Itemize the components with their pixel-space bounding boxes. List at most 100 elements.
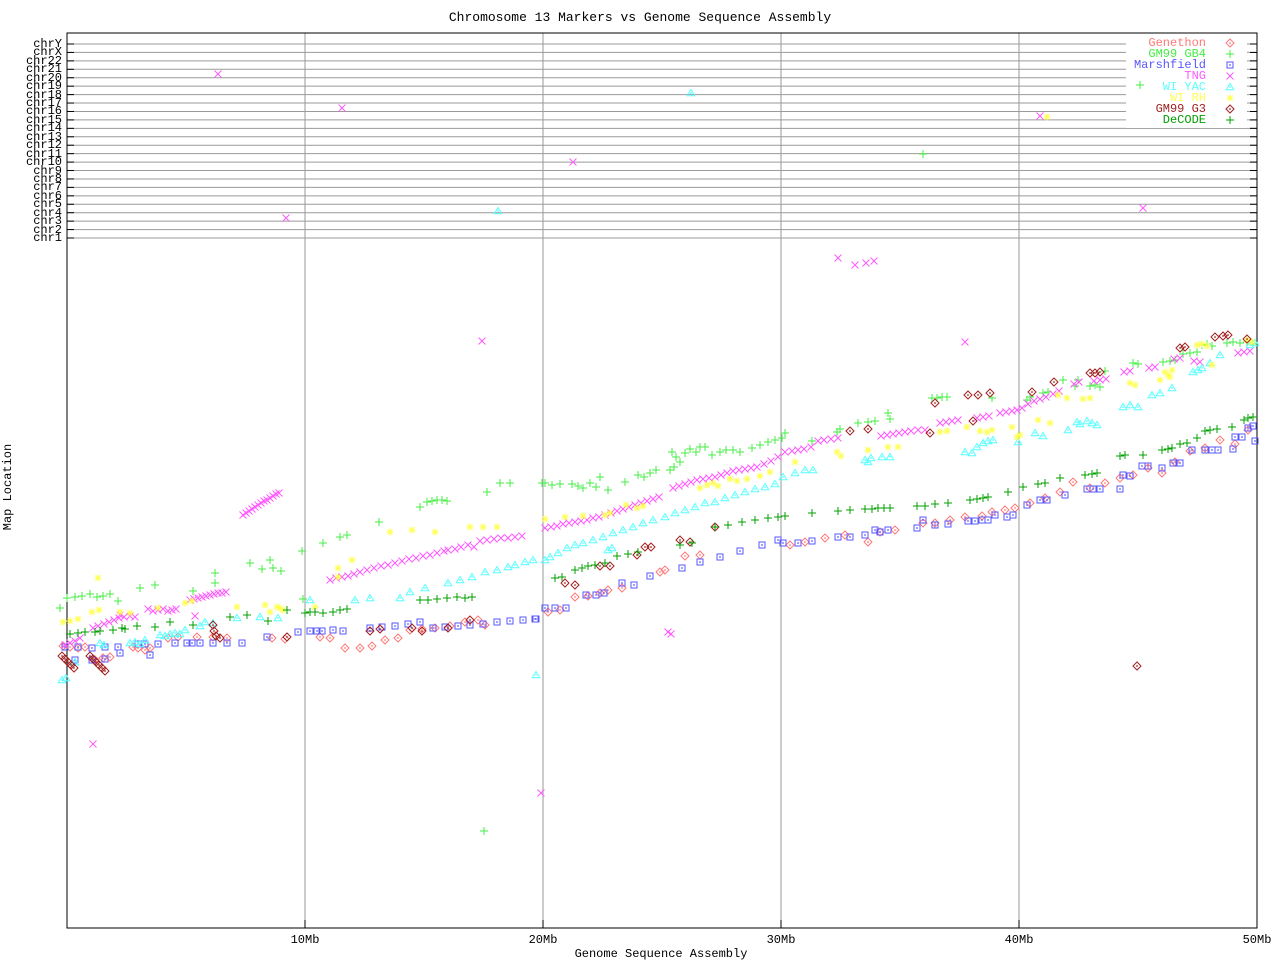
data-point [1089,485,1097,493]
data-point [294,628,302,636]
data-point [483,536,491,544]
data-point [479,620,487,628]
data-point [306,627,314,635]
data-point [222,633,232,643]
data-point [1121,451,1129,459]
data-point [105,652,115,662]
data-point [983,436,993,445]
data-point [570,580,580,590]
data-point [101,655,109,663]
data-point [420,583,430,592]
data-point [518,532,526,540]
data-point [914,426,922,434]
data-point [492,565,502,574]
data-point [365,626,375,636]
data-point [681,449,689,457]
data-point [613,507,621,515]
data-point [391,559,399,567]
data-point [1188,446,1196,454]
data-point [298,547,306,555]
data-point [226,613,234,621]
data-point [1063,425,1073,434]
data-point [569,158,577,166]
data-point [493,523,501,531]
data-point [94,574,102,582]
data-point [1036,112,1044,120]
data-point [504,534,512,542]
data-point [170,628,180,637]
data-point [1228,423,1236,431]
data-point [159,605,167,613]
data-point [877,452,887,461]
data-point [1133,402,1143,411]
data-point [246,559,254,567]
y-axis-title: Map Location [1,443,15,531]
data-point [343,531,351,539]
data-point [863,457,873,466]
x-tick-label-50Mb: 50Mb [1242,933,1272,947]
chr-label-chr21: chr21 [25,62,62,77]
data-point [350,595,360,604]
data-point [837,452,845,460]
legend-item-genethon: Genethon [1148,36,1206,50]
data-point [741,465,749,473]
data-point [63,594,71,602]
data-point [541,604,549,612]
data-point [767,457,775,465]
data-point [876,528,884,536]
data-point [66,630,74,638]
data-point [871,526,879,534]
data-point [519,616,527,624]
data-point [1116,485,1124,493]
data-point [375,518,383,526]
data-point [624,550,632,558]
data-point [89,740,97,748]
data-point [451,545,459,553]
data-point [340,643,350,653]
data-point [460,617,470,627]
data-point [175,629,185,638]
data-point [1042,393,1050,401]
data-point [800,445,808,453]
data-point [1248,338,1256,346]
data-point [861,505,869,513]
data-point [1034,416,1042,424]
data-point [553,522,561,530]
data-point [646,542,656,552]
data-point [315,632,325,642]
data-point [735,466,743,474]
data-point [59,618,67,626]
data-point [834,533,842,541]
data-point [845,426,855,436]
data-point [1238,433,1246,441]
data-point [520,557,530,566]
data-point [277,567,285,575]
data-point [753,463,761,471]
data-point [646,572,654,580]
data-point [61,641,69,649]
data-point [154,604,162,612]
data-point [99,592,107,600]
data-point [633,504,641,512]
data-point [729,446,737,454]
data-point [56,604,64,612]
data-point [468,593,476,601]
data-point [1214,446,1222,454]
data-point [476,537,484,545]
data-point [1240,348,1248,356]
data-point [699,475,707,483]
data-point [1024,400,1032,408]
data-point [266,556,274,564]
data-point [325,633,335,643]
chr-label-chr20: chr20 [25,70,62,85]
data-point [311,608,319,616]
data-point [428,497,436,505]
data-point [480,567,490,576]
data-point [136,584,144,592]
data-point [71,593,79,601]
data-point [966,496,974,504]
data-point [670,463,678,471]
data-point [208,620,218,630]
data-point [1230,439,1240,449]
data-point [1016,431,1024,439]
